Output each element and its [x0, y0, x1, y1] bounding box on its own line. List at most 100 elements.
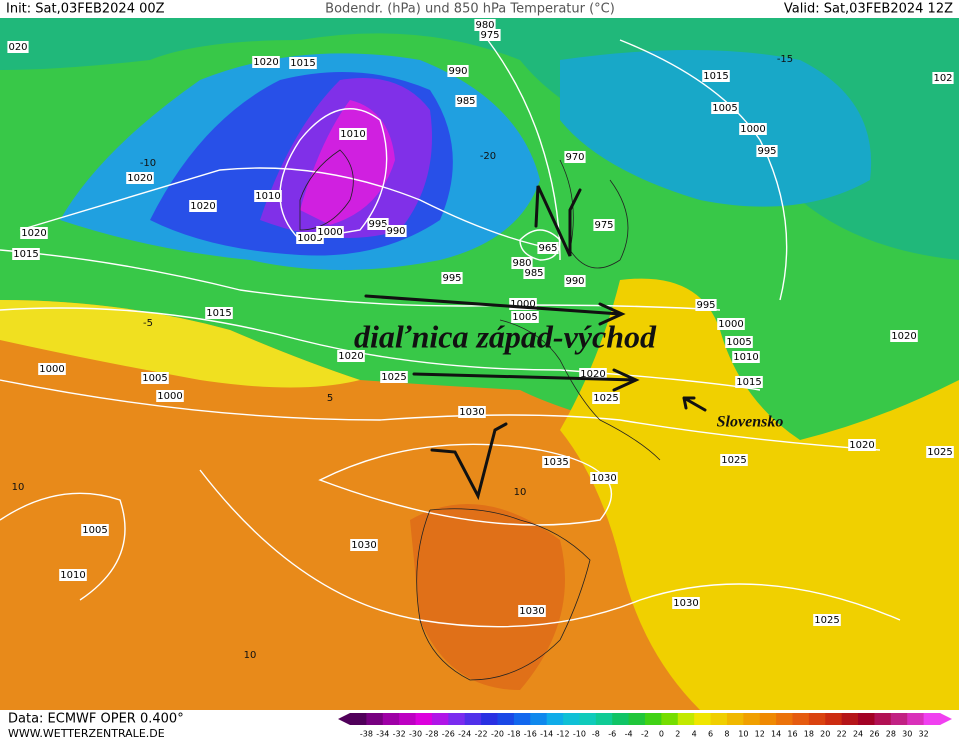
color-swatch	[858, 713, 875, 725]
label-box	[339, 128, 367, 140]
map-label: 965	[538, 243, 557, 254]
map-label: 980	[475, 20, 494, 31]
color-swatch	[776, 713, 793, 725]
isobars	[0, 29, 901, 628]
data-source: Data: ECMWF OPER 0.400°	[8, 712, 184, 727]
map-label: 1025	[721, 455, 746, 466]
map-label: 1005	[297, 233, 322, 244]
label-box	[590, 472, 618, 484]
map-label: 1015	[703, 71, 728, 82]
map-label: 1030	[591, 473, 616, 484]
label-box	[592, 392, 620, 404]
color-swatch	[890, 713, 908, 725]
color-swatch	[464, 713, 482, 725]
label-box	[813, 614, 841, 626]
label-box	[739, 123, 767, 135]
label-box	[720, 454, 748, 466]
map-label: 990	[386, 226, 405, 237]
label-box	[141, 372, 169, 384]
map-label: 975	[480, 30, 499, 41]
color-bar-label: -18	[507, 730, 520, 739]
color-bar-label: -26	[442, 730, 455, 739]
label-box	[725, 336, 753, 348]
color-bar-label: 24	[853, 730, 863, 739]
map-label: -5	[143, 318, 153, 329]
map-label: 1005	[726, 337, 751, 348]
isobar-line	[0, 492, 126, 601]
color-bar-label: -28	[425, 730, 438, 739]
color-bar-label: 22	[837, 730, 847, 739]
color-swatch	[694, 713, 712, 725]
iberia-warm-field	[410, 504, 565, 690]
map-label: 1000	[157, 391, 182, 402]
color-bar-label: 28	[886, 730, 896, 739]
color-bar-end	[338, 713, 350, 725]
trough-mark	[534, 185, 582, 257]
color-swatch	[399, 713, 417, 725]
isobar-line	[0, 249, 721, 311]
map-label: 1025	[381, 372, 406, 383]
label-box	[717, 318, 745, 330]
label-box	[254, 190, 282, 202]
map-label: -10	[140, 158, 156, 169]
map-label: 020	[8, 42, 27, 53]
map-label: 1015	[736, 377, 761, 388]
color-swatch	[497, 713, 515, 725]
label-box	[441, 272, 463, 284]
label-box	[189, 200, 217, 212]
trough-mark	[430, 422, 508, 501]
label-box	[537, 242, 559, 254]
label-box	[732, 351, 760, 363]
color-swatch	[481, 713, 498, 725]
map-label: 980	[512, 258, 531, 269]
label-box	[523, 267, 545, 279]
map-label: 1005	[512, 312, 537, 323]
color-bar-label: 8	[724, 730, 729, 739]
color-swatch	[448, 713, 466, 725]
label-box	[20, 227, 48, 239]
label-box	[252, 56, 280, 68]
header-bar	[0, 0, 959, 18]
color-swatch	[595, 713, 613, 725]
label-box	[156, 390, 184, 402]
color-bar-label: 20	[820, 730, 830, 739]
label-box	[932, 72, 954, 84]
label-box	[890, 330, 918, 342]
color-swatch	[563, 713, 580, 725]
magenta-field	[300, 100, 395, 225]
map-label: -20	[480, 151, 496, 162]
color-swatch	[431, 713, 449, 725]
map-label: 1015	[13, 249, 38, 260]
color-bar: -38 -34 -32 -30 -28 -26 -24 -22 -20 -18 -16 -14 -12-…	[338, 713, 952, 739]
isobar-line	[199, 469, 901, 628]
color-swatch	[726, 713, 744, 725]
isobar-line	[0, 379, 881, 451]
map-label: 1035	[543, 457, 568, 468]
map-label: 985	[456, 96, 475, 107]
isobar-line	[19, 167, 561, 251]
map-label: 1030	[459, 407, 484, 418]
map-label: 102	[933, 73, 952, 84]
label-box	[511, 311, 539, 323]
color-swatch	[759, 713, 777, 725]
map-label: 1020	[190, 201, 215, 212]
label-box	[511, 257, 533, 269]
arrow	[682, 396, 707, 412]
label-box	[12, 248, 40, 260]
valid-time: Valid: Sat,03FEB2024 12Z	[784, 2, 953, 17]
map-label: 10	[514, 487, 527, 498]
map-label: 1020	[580, 369, 605, 380]
color-swatch	[907, 713, 925, 725]
label-box	[126, 172, 154, 184]
color-bar-label: 14	[771, 730, 781, 739]
color-swatch	[382, 713, 400, 725]
map-label: 975	[594, 220, 613, 231]
label-box	[848, 439, 876, 451]
color-swatch	[645, 713, 662, 725]
annotation-strokes	[364, 185, 707, 501]
color-bar-label: 30	[902, 730, 912, 739]
color-swatch	[612, 713, 630, 725]
map-label: 1005	[142, 373, 167, 384]
map-label: 10	[244, 650, 257, 661]
label-box	[579, 368, 607, 380]
